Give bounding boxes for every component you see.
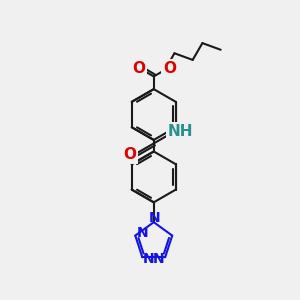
Text: O: O: [123, 147, 136, 162]
Text: N: N: [153, 252, 164, 266]
Text: NH: NH: [168, 124, 193, 139]
Text: O: O: [133, 61, 146, 76]
Text: N: N: [143, 252, 154, 266]
Text: O: O: [133, 61, 146, 76]
Text: O: O: [163, 61, 176, 76]
Text: NH: NH: [168, 124, 193, 139]
Text: O: O: [123, 147, 136, 162]
Text: N: N: [136, 226, 148, 240]
Text: N: N: [148, 212, 160, 226]
Text: O: O: [163, 61, 176, 76]
